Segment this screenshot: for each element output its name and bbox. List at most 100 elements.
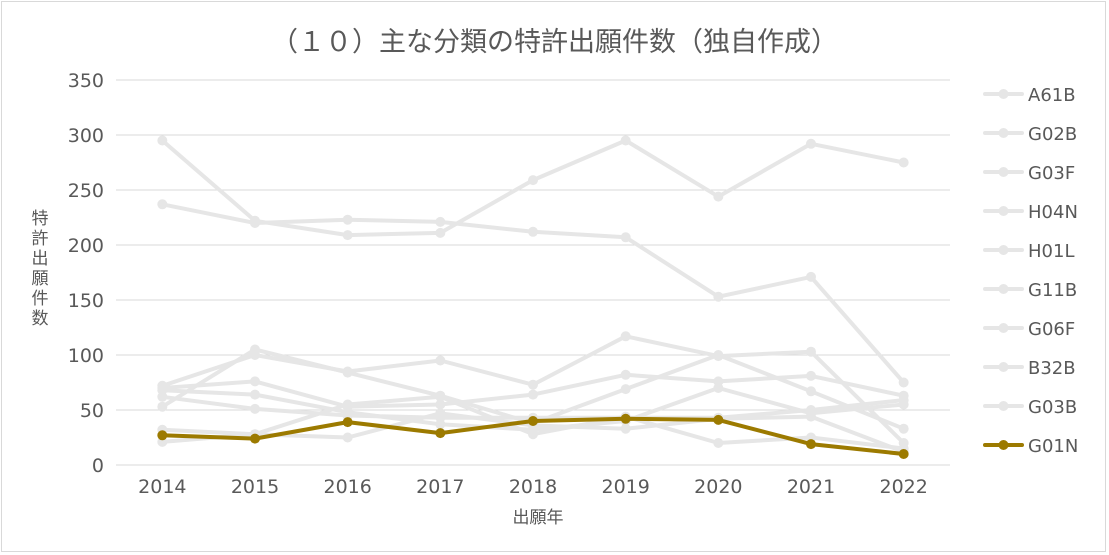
data-point bbox=[713, 350, 724, 360]
data-point bbox=[806, 271, 816, 282]
x-tick-label: 2014 bbox=[138, 476, 186, 498]
x-axis-ticks: 2014 2015 2016 2017 2018 2019 2020 2021 2022 bbox=[138, 476, 928, 498]
legend-label: B32B bbox=[1028, 358, 1076, 379]
data-point bbox=[898, 423, 909, 434]
series-h01l bbox=[157, 369, 909, 412]
x-tick-label: 2018 bbox=[509, 476, 557, 498]
data-point bbox=[157, 199, 168, 210]
series-g02b bbox=[157, 199, 909, 388]
legend-marker bbox=[998, 206, 1009, 216]
y-axis-title: 特許出願件数 bbox=[32, 209, 49, 329]
legend-marker bbox=[998, 245, 1009, 255]
y-tick-label: 250 bbox=[68, 180, 104, 202]
y-tick-label: 100 bbox=[68, 345, 104, 367]
legend-marker bbox=[998, 128, 1009, 138]
y-axis-title-char: 件 bbox=[32, 289, 49, 309]
data-point bbox=[806, 370, 816, 381]
series-lines bbox=[157, 135, 909, 459]
data-point bbox=[435, 399, 446, 410]
legend-item-g06f: G06F bbox=[983, 319, 1075, 340]
y-tick-label: 50 bbox=[80, 400, 104, 422]
x-tick-label: 2020 bbox=[694, 476, 742, 498]
x-tick-label: 2019 bbox=[601, 476, 649, 498]
data-point bbox=[157, 401, 168, 412]
data-point bbox=[528, 379, 538, 390]
data-point bbox=[898, 377, 909, 388]
y-tick-label: 300 bbox=[68, 125, 104, 147]
x-tick-label: 2022 bbox=[879, 476, 927, 498]
x-tick-label: 2015 bbox=[231, 476, 279, 498]
y-tick-label: 350 bbox=[68, 70, 104, 92]
legend-item-h01l: H01L bbox=[983, 241, 1074, 262]
data-point bbox=[528, 175, 538, 186]
data-point bbox=[713, 438, 724, 448]
data-point bbox=[713, 191, 724, 202]
data-point bbox=[806, 411, 816, 422]
legend-item-g03f: G03F bbox=[983, 163, 1075, 184]
data-point bbox=[250, 218, 260, 228]
data-point bbox=[157, 135, 168, 146]
y-tick-label: 0 bbox=[92, 455, 104, 477]
data-point bbox=[342, 214, 353, 225]
data-point bbox=[620, 413, 631, 424]
data-point bbox=[250, 389, 260, 400]
legend-item-b32b: B32B bbox=[983, 358, 1076, 379]
legend-marker bbox=[998, 284, 1009, 294]
x-axis-title: 出願年 bbox=[513, 508, 564, 528]
data-point bbox=[620, 232, 631, 243]
legend-label: H04N bbox=[1028, 202, 1078, 223]
data-point bbox=[342, 432, 353, 443]
chart-title: （１０）主な分類の特許出願件数（独自作成） bbox=[271, 27, 838, 58]
legend-label: G06F bbox=[1028, 319, 1075, 340]
data-point bbox=[620, 384, 631, 395]
legend-label: G03F bbox=[1028, 163, 1075, 184]
legend-marker bbox=[998, 323, 1009, 333]
data-point bbox=[435, 428, 446, 439]
legend-item-g03b: G03B bbox=[983, 397, 1077, 418]
data-point bbox=[620, 369, 631, 380]
legend-label: G01N bbox=[1028, 436, 1078, 457]
data-point bbox=[713, 414, 724, 425]
legend-label: H01L bbox=[1028, 241, 1074, 262]
data-point bbox=[806, 138, 816, 149]
x-tick-label: 2016 bbox=[323, 476, 371, 498]
data-point bbox=[157, 391, 168, 402]
data-point bbox=[528, 389, 538, 400]
data-point bbox=[342, 230, 353, 241]
series-g01n bbox=[157, 413, 909, 459]
data-point bbox=[713, 291, 724, 302]
data-point bbox=[620, 423, 631, 434]
data-point bbox=[528, 416, 538, 426]
y-axis-title-char: 出 bbox=[32, 249, 49, 269]
legend-label: G03B bbox=[1028, 397, 1077, 418]
legend-marker bbox=[998, 440, 1009, 450]
y-axis-title-char: 許 bbox=[32, 229, 49, 249]
data-point bbox=[342, 417, 353, 428]
data-point bbox=[435, 216, 446, 227]
data-point bbox=[342, 399, 353, 410]
data-point bbox=[898, 157, 909, 168]
data-point bbox=[620, 135, 631, 146]
legend-label: A61B bbox=[1028, 85, 1076, 106]
legend-item-g11b: G11B bbox=[983, 280, 1077, 301]
data-point bbox=[435, 408, 446, 419]
y-axis-title-char: 特 bbox=[32, 209, 49, 229]
legend-marker bbox=[998, 167, 1009, 177]
legend-marker bbox=[998, 89, 1009, 99]
data-point bbox=[250, 344, 260, 355]
legend-item-g02b: G02B bbox=[983, 124, 1077, 145]
data-point bbox=[528, 429, 538, 440]
data-point bbox=[898, 395, 909, 406]
data-point bbox=[806, 386, 816, 397]
data-point bbox=[898, 449, 909, 459]
series-a61b bbox=[157, 135, 909, 241]
y-axis-ticks: 0 50 100 150 200 250 300 350 bbox=[68, 70, 104, 477]
x-tick-label: 2021 bbox=[787, 476, 835, 498]
data-point bbox=[342, 367, 353, 378]
data-point bbox=[435, 355, 446, 366]
legend-item-a61b: A61B bbox=[983, 85, 1076, 106]
data-point bbox=[157, 430, 168, 441]
legend-item-h04n: H04N bbox=[983, 202, 1078, 223]
